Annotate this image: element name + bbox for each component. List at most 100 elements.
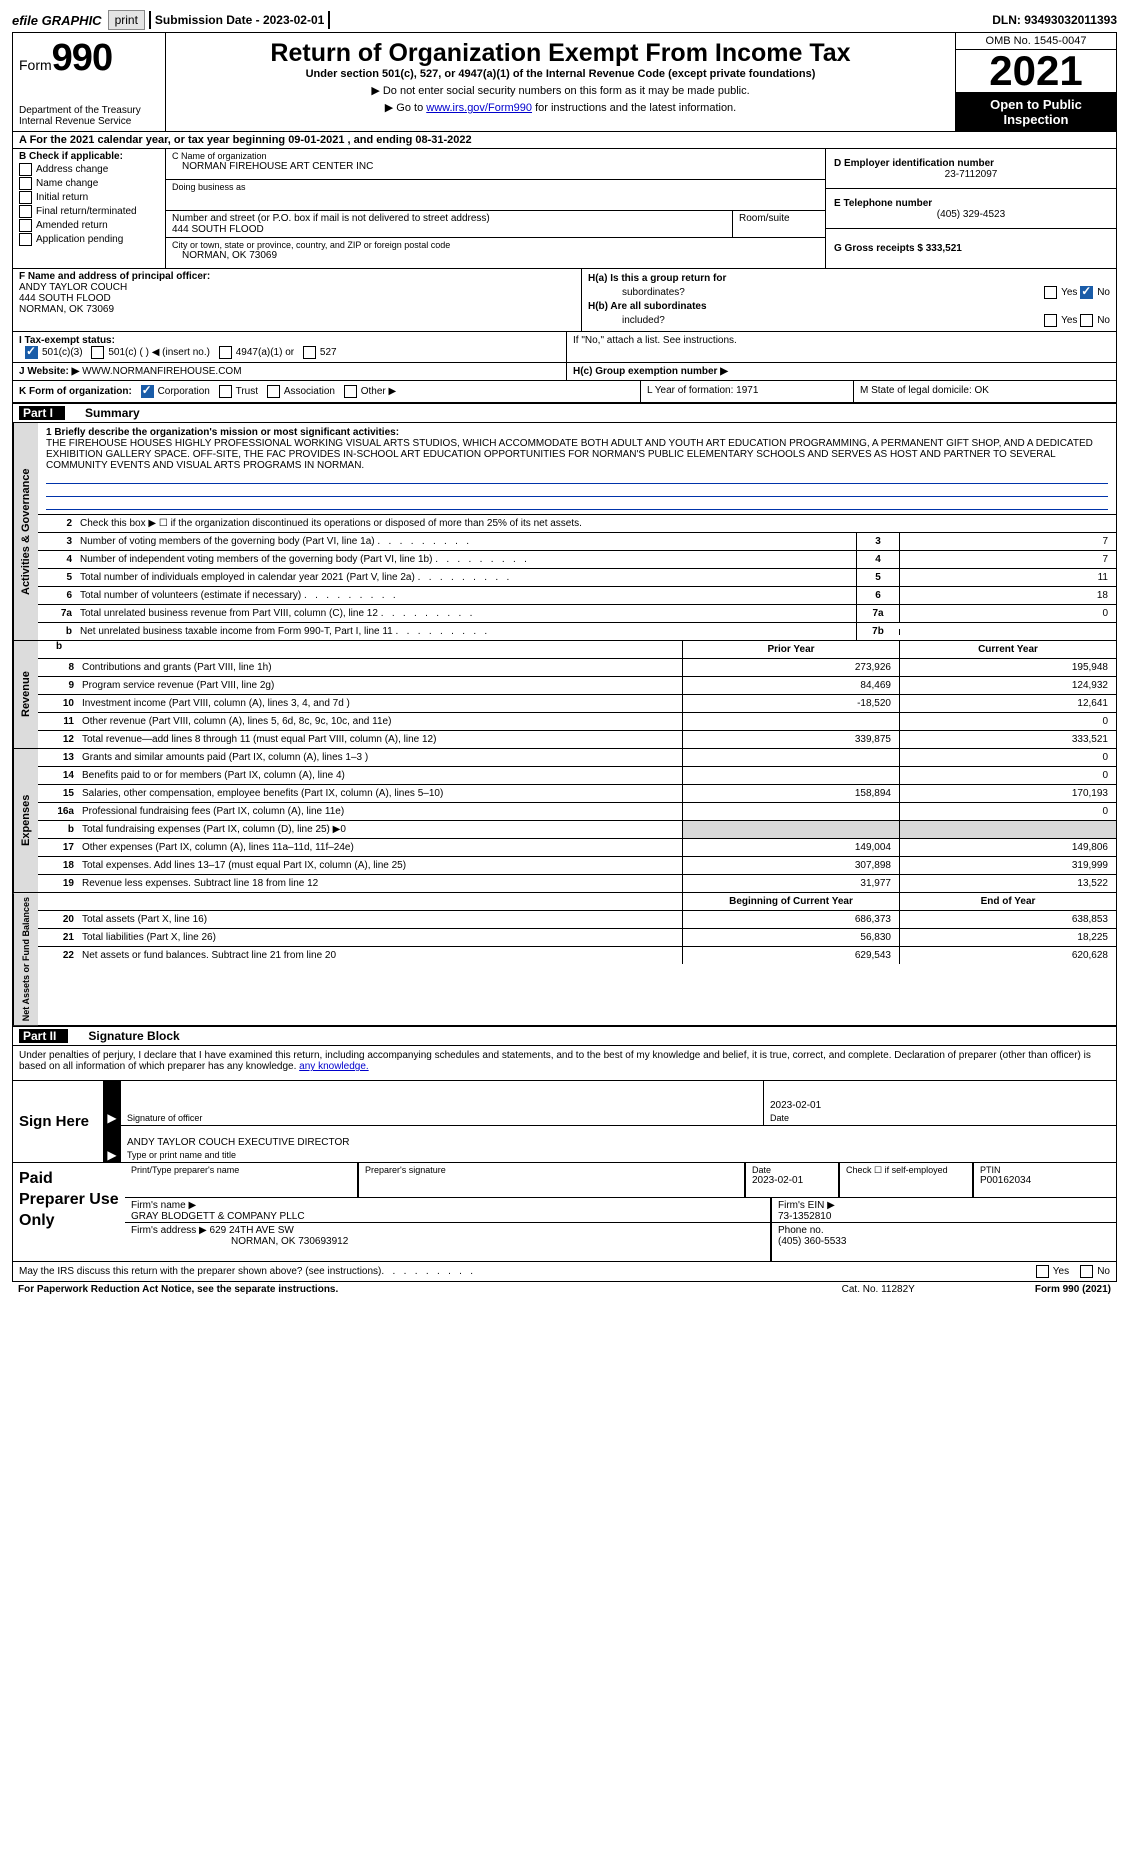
lbl-initial-return: Initial return — [36, 192, 88, 203]
efile-label: efile GRAPHIC — [12, 13, 102, 28]
chk-other-icon[interactable] — [344, 385, 357, 398]
prep-date: 2023-02-01 — [752, 1175, 832, 1186]
city-row: City or town, state or province, country… — [166, 238, 825, 268]
sig-officer-label: Signature of officer — [127, 1113, 757, 1123]
ein-label: D Employer identification number — [834, 158, 1108, 169]
firm-addr-label: Firm's address ▶ — [131, 1225, 207, 1236]
ag-row: bNet unrelated business taxable income f… — [38, 623, 1116, 640]
phone-label: E Telephone number — [834, 198, 1108, 209]
tax-year: 2021 — [956, 50, 1116, 93]
city-label: City or town, state or province, country… — [172, 240, 819, 250]
mission-text: THE FIREHOUSE HOUSES HIGHLY PROFESSIONAL… — [46, 438, 1108, 471]
value-row: 18Total expenses. Add lines 13–17 (must … — [38, 857, 1116, 875]
irs-discuss-row: May the IRS discuss this return with the… — [12, 1262, 1117, 1282]
part2-label: Part II — [19, 1029, 68, 1043]
opt-other: Other ▶ — [361, 386, 396, 397]
type-name-label: Type or print name and title — [127, 1150, 1110, 1160]
footer-left: For Paperwork Reduction Act Notice, see … — [18, 1284, 338, 1295]
triangle-icon: ▶ — [103, 1081, 121, 1125]
irs-link[interactable]: www.irs.gov/Form990 — [426, 102, 532, 114]
checkbox-icon[interactable] — [1036, 1265, 1049, 1278]
officer-addr1: 444 SOUTH FLOOD — [19, 293, 575, 304]
part1-bar: Part I Summary — [12, 403, 1117, 423]
section-a-line: A For the 2021 calendar year, or tax yea… — [12, 132, 1117, 149]
ag-row: 4Number of independent voting members of… — [38, 551, 1116, 569]
value-row: 13Grants and similar amounts paid (Part … — [38, 749, 1116, 767]
header-line1: ▶ Do not enter social security numbers o… — [172, 84, 949, 97]
section-b: B Check if applicable: Address change Na… — [13, 149, 166, 268]
chk-initial-return[interactable]: Initial return — [19, 191, 159, 204]
chk-amended-return[interactable]: Amended return — [19, 219, 159, 232]
triangle-icon: ▶ — [103, 1126, 121, 1162]
lbl-yes: Yes — [1061, 315, 1077, 326]
value-row: bTotal fundraising expenses (Part IX, co… — [38, 821, 1116, 839]
section-l: L Year of formation: 1971 — [641, 381, 854, 402]
h-note: If "No," attach a list. See instructions… — [566, 332, 1116, 362]
lbl-yes: Yes — [1061, 287, 1077, 298]
hb-yesno: Yes No — [1044, 314, 1110, 327]
dept-treasury: Department of the Treasury — [19, 105, 159, 116]
street-value: 444 SOUTH FLOOD — [172, 224, 726, 235]
firm-phone-label: Phone no. — [778, 1225, 1110, 1236]
form-word: Form — [19, 57, 52, 73]
section-h: H(a) Is this a group return for subordin… — [582, 269, 1116, 331]
ptin-value: P00162034 — [980, 1175, 1110, 1186]
value-row: 21Total liabilities (Part X, line 26)56,… — [38, 929, 1116, 947]
firm-ein: 73-1352810 — [778, 1211, 1110, 1222]
ha-yesno: Yes No — [1044, 286, 1110, 299]
firm-ein-label: Firm's EIN ▶ — [778, 1200, 1110, 1211]
line2-pre: ▶ Go to — [385, 102, 426, 114]
header-left: Form990 Department of the Treasury Inter… — [13, 33, 166, 131]
dept-irs: Internal Revenue Service — [19, 116, 159, 127]
checkbox-icon[interactable] — [1080, 314, 1093, 327]
chk-trust-icon[interactable] — [219, 385, 232, 398]
chk-501c-icon[interactable] — [91, 346, 104, 359]
chk-assoc-icon[interactable] — [267, 385, 280, 398]
checkbox-icon[interactable] — [1044, 286, 1057, 299]
chk-final-return[interactable]: Final return/terminated — [19, 205, 159, 218]
dots-icon: . . . . . . . . . — [381, 1266, 473, 1277]
section-klm: K Form of organization: Corporation Trus… — [12, 381, 1117, 403]
header-right: OMB No. 1545-0047 2021 Open to Public In… — [955, 33, 1116, 131]
part2-bar: Part II Signature Block — [12, 1026, 1117, 1046]
chk-corp-icon[interactable] — [141, 385, 154, 398]
chk-address-change[interactable]: Address change — [19, 163, 159, 176]
section-fh: F Name and address of principal officer:… — [12, 269, 1117, 332]
print-button[interactable]: print — [108, 10, 145, 30]
section-b-title: B Check if applicable: — [19, 151, 159, 162]
part2-title: Signature Block — [88, 1029, 179, 1043]
value-row: 9Program service revenue (Part VIII, lin… — [38, 677, 1116, 695]
chk-name-change[interactable]: Name change — [19, 177, 159, 190]
hb2-label: included? — [588, 315, 665, 326]
chk-application-pending[interactable]: Application pending — [19, 233, 159, 246]
officer-addr2: NORMAN, OK 73069 — [19, 304, 575, 315]
checkbox-icon — [19, 205, 32, 218]
dln: DLN: 93493032011393 — [992, 13, 1117, 27]
preparer-row1: Print/Type preparer's name Preparer's si… — [125, 1163, 1116, 1198]
value-row: 22Net assets or fund balances. Subtract … — [38, 947, 1116, 964]
opt-assoc: Association — [284, 386, 335, 397]
side-revenue: Revenue — [13, 641, 38, 748]
any-knowledge-link[interactable]: any knowledge. — [299, 1061, 369, 1072]
firm-addr2: NORMAN, OK 730693912 — [131, 1236, 764, 1247]
preparer-row2: Firm's name ▶ GRAY BLODGETT & COMPANY PL… — [125, 1198, 1116, 1223]
firm-name-label: Firm's name ▶ — [131, 1200, 764, 1211]
value-row: 12Total revenue—add lines 8 through 11 (… — [38, 731, 1116, 748]
chk-501c3-icon[interactable] — [25, 346, 38, 359]
prep-check-label: Check ☐ if self-employed — [846, 1165, 966, 1176]
chk-527-icon[interactable] — [303, 346, 316, 359]
checkbox-checked-icon[interactable] — [1080, 286, 1093, 299]
ag-row: 3Number of voting members of the governi… — [38, 533, 1116, 551]
checkbox-icon[interactable] — [1044, 314, 1057, 327]
city-value: NORMAN, OK 73069 — [172, 250, 819, 261]
checkbox-icon — [19, 219, 32, 232]
checkbox-icon[interactable] — [1080, 1265, 1093, 1278]
part1-netassets: Net Assets or Fund Balances Beginning of… — [12, 893, 1117, 1026]
col-begin-year: Beginning of Current Year — [682, 893, 899, 910]
section-ij: I Tax-exempt status: 501(c)(3) 501(c) ( … — [12, 332, 1117, 381]
header-mid: Return of Organization Exempt From Incom… — [166, 33, 955, 131]
preparer-row3: Firm's address ▶ 629 24TH AVE SW NORMAN,… — [125, 1223, 1116, 1261]
part1-title: Summary — [85, 406, 140, 420]
suite-label: Room/suite — [739, 213, 819, 224]
chk-4947-icon[interactable] — [219, 346, 232, 359]
